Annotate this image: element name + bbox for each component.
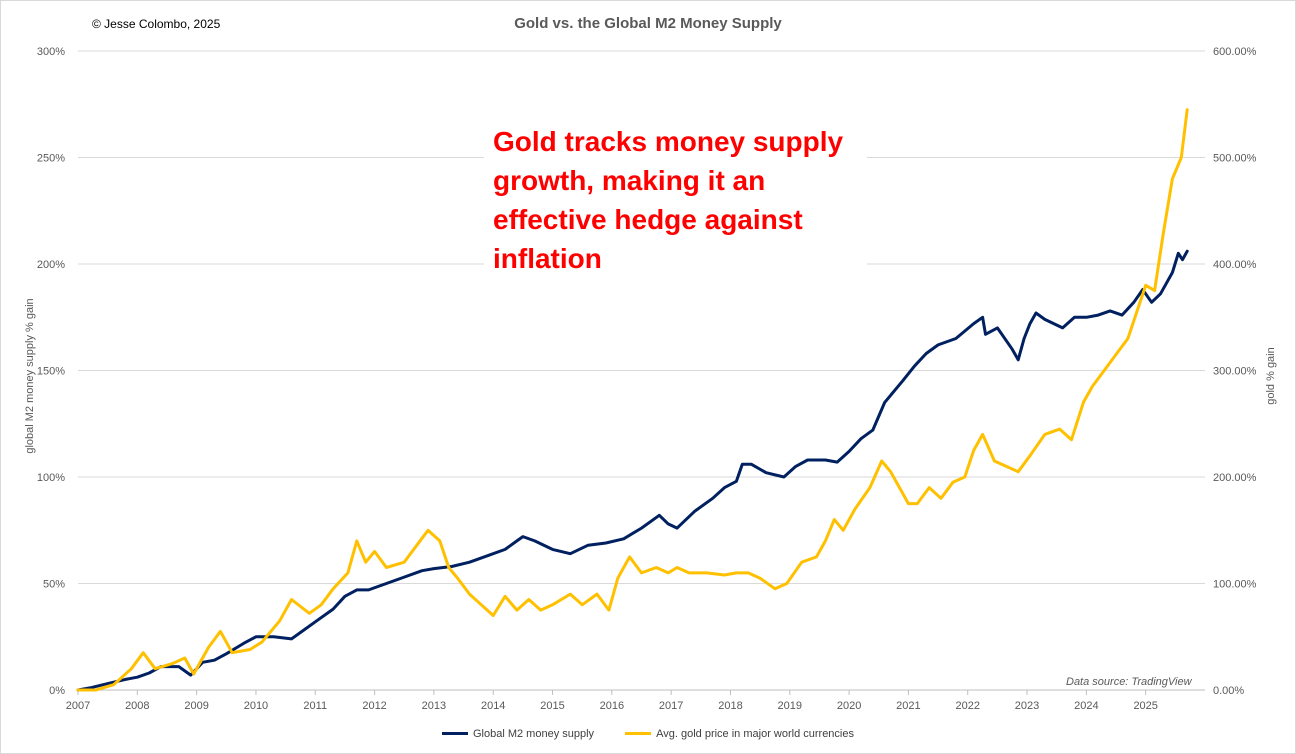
legend-item-gold: Avg. gold price in major world currencie…	[625, 728, 854, 740]
y-right-tick-label: 0.00%	[1213, 685, 1244, 697]
y-left-tick-label: 150%	[37, 366, 65, 378]
x-tick-label: 2025	[1133, 700, 1157, 712]
x-tick-label: 2022	[955, 700, 979, 712]
legend-label-gold: Avg. gold price in major world currencie…	[656, 727, 854, 740]
legend-swatch-gold	[625, 732, 652, 735]
x-tick-label: 2013	[422, 700, 446, 712]
x-tick-label: 2008	[125, 700, 149, 712]
y-left-tick-label: 50%	[43, 579, 65, 591]
data-source-note: Data source: TradingView	[1066, 676, 1192, 688]
x-tick-label: 2007	[66, 700, 90, 712]
x-tick-label: 2016	[600, 700, 624, 712]
y-right-tick-label: 100.00%	[1213, 579, 1257, 591]
y-axis-right-label: gold % gain	[1265, 347, 1277, 405]
y-left-tick-label: 200%	[37, 259, 65, 271]
y-left-tick-label: 100%	[37, 472, 65, 484]
legend-item-m2: Global M2 money supply	[441, 727, 595, 740]
legend-label-m2: Global M2 money supply	[472, 727, 595, 740]
gold-line	[76, 108, 1189, 692]
y-left-tick-label: 0%	[49, 685, 65, 697]
x-tick-label: 2011	[303, 700, 327, 712]
legend: Global M2 money supply Avg. gold price i…	[0, 726, 1296, 740]
y-axis-left-ticks: 0% 50% 100% 150% 200% 250% 300%	[37, 46, 65, 697]
y-right-tick-label: 200.00%	[1213, 472, 1257, 484]
x-tick-label: 2014	[481, 700, 505, 712]
chart-annotation: Gold tracks money supply growth, making …	[484, 118, 867, 284]
x-tick-label: 2019	[778, 700, 802, 712]
m2-line	[76, 249, 1189, 692]
y-axis-left-label: global M2 money supply % gain	[24, 298, 36, 454]
y-right-tick-label: 300.00%	[1213, 366, 1257, 378]
x-tick-label: 2023	[1015, 700, 1039, 712]
y-right-tick-label: 500.00%	[1213, 153, 1257, 165]
x-tick-label: 2017	[659, 700, 683, 712]
legend-swatch-m2	[441, 732, 468, 735]
x-tick-label: 2009	[184, 700, 208, 712]
y-axis-right-ticks: 0.00% 100.00% 200.00% 300.00% 400.00% 500.00%…	[1213, 46, 1257, 697]
y-left-tick-label: 300%	[37, 46, 65, 58]
x-tick-label: 2012	[362, 700, 386, 712]
chart-title: Gold vs. the Global M2 Money Supply	[514, 15, 782, 32]
copyright-text: © Jesse Colombo, 2025	[92, 17, 221, 31]
x-axis: 2007 2008 2009 2010 2011 2012 2013 2014 2015 2016…	[66, 689, 1205, 712]
x-tick-label: 2020	[837, 700, 861, 712]
x-tick-label: 2024	[1074, 700, 1098, 712]
x-tick-label: 2018	[718, 700, 742, 712]
y-right-tick-label: 400.00%	[1213, 259, 1257, 271]
y-left-tick-label: 250%	[37, 153, 65, 165]
series-lines	[76, 108, 1189, 692]
y-right-tick-label: 600.00%	[1213, 46, 1257, 58]
x-tick-label: 2015	[540, 700, 564, 712]
x-tick-label: 2021	[896, 700, 920, 712]
x-tick-label: 2010	[244, 700, 268, 712]
